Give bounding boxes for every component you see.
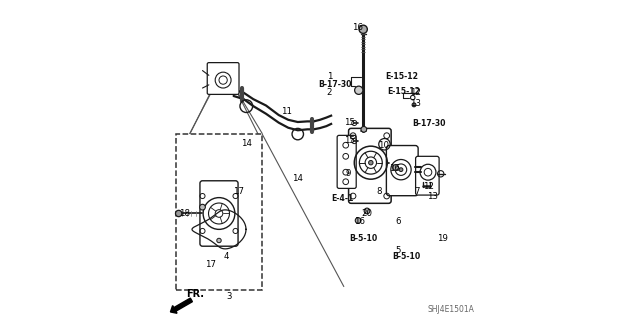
Circle shape xyxy=(393,165,399,170)
FancyBboxPatch shape xyxy=(349,128,391,203)
Text: 17: 17 xyxy=(234,187,244,196)
Text: 18: 18 xyxy=(179,209,189,218)
Text: 6: 6 xyxy=(395,217,401,226)
Text: B-17-30: B-17-30 xyxy=(412,119,445,129)
Text: 16: 16 xyxy=(354,217,365,226)
Circle shape xyxy=(355,86,363,94)
Circle shape xyxy=(359,25,367,33)
FancyBboxPatch shape xyxy=(207,63,239,94)
Text: 4: 4 xyxy=(223,252,229,261)
Text: 9: 9 xyxy=(345,169,351,178)
Text: 15: 15 xyxy=(344,118,355,128)
Text: 1: 1 xyxy=(327,72,332,81)
Text: SHJ4E1501A: SHJ4E1501A xyxy=(427,305,474,314)
Circle shape xyxy=(412,103,416,107)
Text: B-5-10: B-5-10 xyxy=(349,234,377,243)
FancyBboxPatch shape xyxy=(337,135,356,189)
Circle shape xyxy=(175,210,182,217)
Circle shape xyxy=(200,204,205,210)
Text: 14: 14 xyxy=(241,139,252,148)
Text: 16: 16 xyxy=(351,23,363,32)
Text: 13: 13 xyxy=(410,100,420,108)
Text: 10: 10 xyxy=(378,141,389,150)
Text: 2: 2 xyxy=(327,88,332,97)
Text: 5: 5 xyxy=(395,246,401,255)
Text: 16: 16 xyxy=(390,164,401,173)
Text: E-15-12: E-15-12 xyxy=(385,72,418,81)
Text: 3: 3 xyxy=(227,292,232,301)
Bar xyxy=(177,134,262,290)
Circle shape xyxy=(369,160,373,165)
Text: E-4-1: E-4-1 xyxy=(332,194,354,203)
Text: B-17-30: B-17-30 xyxy=(318,80,351,89)
Circle shape xyxy=(217,238,221,243)
Text: 17: 17 xyxy=(205,260,216,269)
Circle shape xyxy=(361,126,367,132)
Text: 11: 11 xyxy=(281,108,292,116)
Text: 14: 14 xyxy=(292,174,303,183)
FancyBboxPatch shape xyxy=(387,145,418,196)
FancyBboxPatch shape xyxy=(200,181,238,246)
Text: FR.: FR. xyxy=(187,289,205,299)
Text: 12: 12 xyxy=(410,88,420,97)
Text: 12: 12 xyxy=(423,182,434,191)
Text: 7: 7 xyxy=(414,187,420,196)
Circle shape xyxy=(355,218,361,223)
Circle shape xyxy=(399,168,403,172)
FancyArrow shape xyxy=(170,298,193,313)
FancyBboxPatch shape xyxy=(415,156,439,195)
Text: 19: 19 xyxy=(437,234,448,243)
Text: 20: 20 xyxy=(362,209,372,218)
Text: 15: 15 xyxy=(344,136,355,145)
Text: E-15-12: E-15-12 xyxy=(388,87,420,96)
Circle shape xyxy=(364,208,370,214)
Text: 8: 8 xyxy=(376,187,381,196)
Text: B-5-10: B-5-10 xyxy=(392,252,421,261)
Text: 13: 13 xyxy=(428,191,438,201)
